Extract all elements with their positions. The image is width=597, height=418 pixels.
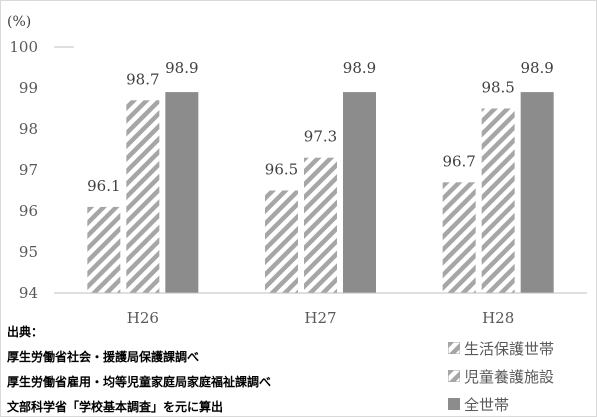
source-line-1: 厚生労働省社会・援護局保護課調べ — [7, 350, 200, 364]
bar-全世帯-H28 — [520, 92, 554, 293]
bar-全世帯-H26 — [165, 92, 199, 293]
legend-item-zen-setai: 全世帯 — [448, 394, 509, 414]
data-label: 96.5 — [265, 161, 298, 179]
bar-生活保護世帯-H26 — [87, 206, 121, 293]
legend-label: 児童養護施設 — [464, 367, 555, 386]
legend-item-seikatsu-hogo: 生活保護世帯 — [448, 338, 554, 358]
data-label: 98.9 — [520, 59, 553, 77]
bar-全世帯-H27 — [343, 92, 376, 293]
bar-生活保護世帯-H28 — [442, 182, 476, 293]
bar-生活保護世帯-H27 — [265, 190, 298, 293]
legend-label: 生活保護世帯 — [464, 339, 555, 358]
y-tick-label: 98 — [19, 120, 38, 138]
y-unit-label: (%) — [7, 14, 31, 30]
x-tick-label: H28 — [482, 309, 514, 327]
y-tick-label: 95 — [19, 243, 38, 261]
bars — [87, 92, 554, 293]
legend-swatch-hatched — [448, 342, 460, 354]
x-tick-label: H27 — [304, 309, 336, 327]
data-label: 98.9 — [165, 59, 198, 77]
source-line-2: 厚生労働省雇用・均等児童家庭局家庭福祉課調べ — [7, 375, 272, 389]
y-tick-label: 99 — [19, 79, 38, 97]
x-axis-ticks: H26 H27 H28 — [127, 309, 515, 327]
y-axis-ticks: 94 95 96 97 98 99 100 — [9, 38, 74, 302]
legend-item-jido-yogo: 児童養護施設 — [448, 366, 554, 386]
y-tick-label: 96 — [19, 202, 38, 220]
bar-児童養護施設-H27 — [304, 157, 337, 293]
x-tick-label: H26 — [127, 309, 159, 327]
source-line-3: 文部科学省「学校基本調査」を元に算出 — [7, 400, 224, 414]
y-tick-label: 97 — [19, 161, 38, 179]
y-tick-label: 100 — [9, 38, 38, 56]
source-heading: 出典： — [7, 325, 44, 339]
legend-swatch-hatched — [448, 370, 460, 382]
y-tick-label: 94 — [19, 284, 38, 302]
data-labels: 96.1 98.7 98.9 96.5 97.3 98.9 96.7 98.5 98.9 — [87, 59, 554, 195]
data-label: 97.3 — [304, 128, 337, 146]
legend-label: 全世帯 — [464, 395, 510, 414]
data-label: 98.5 — [481, 79, 514, 97]
data-label: 98.7 — [126, 70, 159, 88]
data-label: 98.9 — [343, 59, 376, 77]
data-label: 96.7 — [442, 152, 475, 170]
bar-児童養護施設-H26 — [126, 100, 160, 293]
bar-児童養護施設-H28 — [481, 108, 515, 293]
legend-swatch-solid — [448, 398, 460, 410]
data-label: 96.1 — [87, 177, 120, 195]
